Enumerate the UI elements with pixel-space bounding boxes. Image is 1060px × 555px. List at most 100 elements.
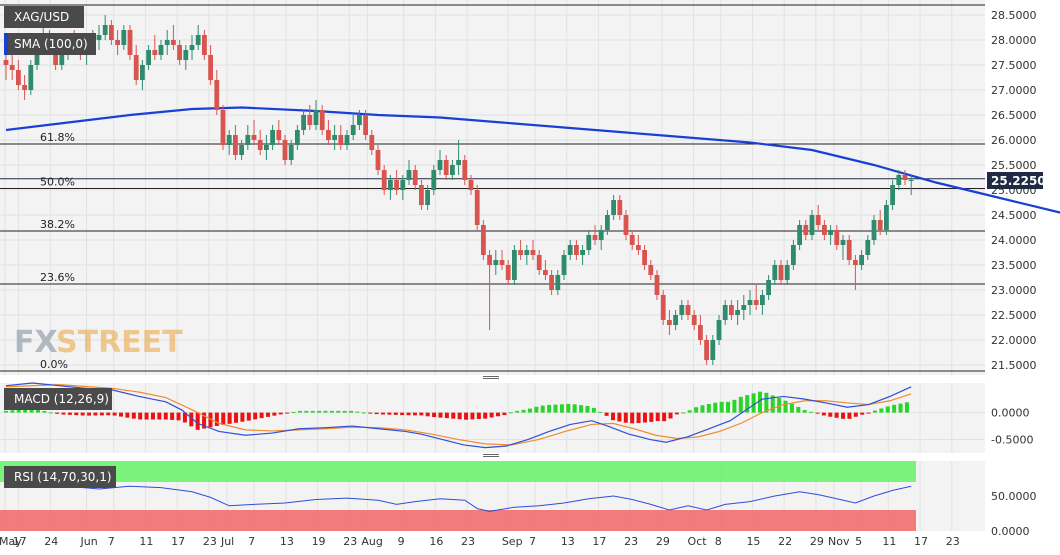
x-tick-label-16: 23 [461, 535, 475, 548]
price-badge [987, 172, 1043, 189]
candle-body [208, 55, 213, 80]
price-y-tick-3: 27.0000 [991, 84, 1037, 97]
price-y-tick-5: 26.0000 [991, 134, 1037, 147]
candle-body [369, 135, 375, 150]
x-tick-label-8: Jul [220, 535, 234, 548]
candle-92 [574, 240, 579, 260]
candle-body [214, 80, 220, 110]
candle-103 [642, 245, 647, 270]
candle-body [437, 160, 443, 170]
rsi-y-tick-1: 0.0000 [991, 525, 1030, 538]
candle-109 [679, 300, 685, 320]
candle-21 [133, 45, 139, 85]
macd-histogram-bar [527, 408, 532, 413]
candle-104 [648, 260, 654, 280]
splitter-handle-rsi-2[interactable] [483, 456, 499, 457]
candle-body [419, 185, 424, 205]
candle-body [381, 170, 387, 190]
macd-histogram-bar [789, 403, 794, 413]
macd-histogram-bar [119, 412, 124, 417]
candle-132 [822, 220, 827, 240]
candle-body [629, 235, 635, 245]
x-tick-label-9: 7 [248, 535, 255, 548]
macd-histogram-bar [483, 412, 488, 419]
macd-histogram-bar [706, 404, 711, 413]
candle-body [59, 55, 65, 65]
macd-histogram-bar [317, 410, 322, 413]
splitter-handle-macd-2[interactable] [483, 378, 499, 379]
candle-65 [406, 160, 412, 185]
splitter-handle-rsi[interactable] [483, 454, 499, 455]
macd-histogram-bar [374, 412, 379, 415]
candle-body [493, 260, 499, 265]
x-tick-label-31: 17 [914, 535, 928, 548]
candle-67 [419, 180, 424, 210]
macd-histogram-bar [170, 412, 175, 420]
candle-78 [487, 250, 492, 330]
candle-body [102, 25, 108, 35]
x-tick-label-26: 22 [778, 535, 792, 548]
candle-body [239, 145, 244, 155]
candle-53 [332, 125, 337, 150]
macd-histogram-bar [655, 412, 660, 422]
macd-histogram-bar [674, 412, 679, 415]
candle-body [772, 265, 778, 280]
macd-histogram-bar [757, 391, 762, 413]
candle-body [859, 255, 864, 265]
candle-38 [239, 140, 244, 160]
candle-body [22, 85, 27, 90]
macd-label-box[interactable] [4, 388, 112, 410]
macd-histogram-bar [163, 412, 168, 420]
candle-24 [152, 35, 158, 60]
x-tick-label-7: 23 [203, 535, 217, 548]
candle-16 [102, 15, 108, 40]
candle-97 [605, 210, 610, 235]
rsi-overbought-zone [0, 461, 916, 482]
candle-body [611, 200, 616, 215]
candle-20 [127, 25, 133, 60]
candle-body [822, 225, 827, 235]
candle-body [586, 235, 592, 250]
macd-histogram-bar [579, 405, 584, 413]
candle-27 [171, 25, 176, 50]
watermark-fx: FX [14, 325, 58, 360]
candle-body [121, 30, 127, 45]
candle-60 [375, 145, 381, 175]
macd-histogram-bar [860, 412, 865, 415]
candle-body [660, 295, 666, 320]
splitter-handle-macd[interactable] [483, 376, 499, 377]
rsi-label-box[interactable] [4, 466, 116, 488]
price-y-tick-6: 25.5000 [991, 159, 1037, 172]
macd-histogram-bar [297, 410, 302, 413]
candle-body [344, 135, 350, 145]
macd-histogram-bar [29, 408, 34, 413]
candle-101 [629, 230, 635, 250]
candle-body [760, 295, 765, 305]
candle-56 [350, 115, 356, 140]
sma-label-box[interactable] [4, 33, 96, 55]
candle-128 [797, 220, 802, 250]
candle-body [877, 220, 883, 230]
candle-144 [896, 170, 902, 190]
macd-histogram-bar [202, 412, 207, 429]
x-tick-label-21: 23 [624, 535, 638, 548]
candle-3 [22, 75, 27, 100]
sma-color-swatch [4, 33, 8, 55]
candle-121 [753, 285, 759, 310]
macd-histogram-bar [125, 412, 130, 418]
candle-49 [307, 105, 313, 130]
candle-body [375, 150, 381, 170]
macd-histogram-bar [796, 406, 801, 413]
candle-body [698, 325, 703, 340]
candle-body [16, 70, 21, 85]
candle-54 [338, 125, 344, 150]
macd-layer [4, 382, 912, 449]
macd-histogram-bar [93, 412, 98, 416]
macd-histogram-bar [719, 401, 724, 413]
candle-body [245, 135, 251, 145]
candle-125 [778, 260, 784, 285]
candle-66 [412, 165, 418, 190]
candle-body [809, 215, 815, 235]
candle-body [580, 250, 585, 255]
macd-histogram-bar [764, 392, 769, 413]
